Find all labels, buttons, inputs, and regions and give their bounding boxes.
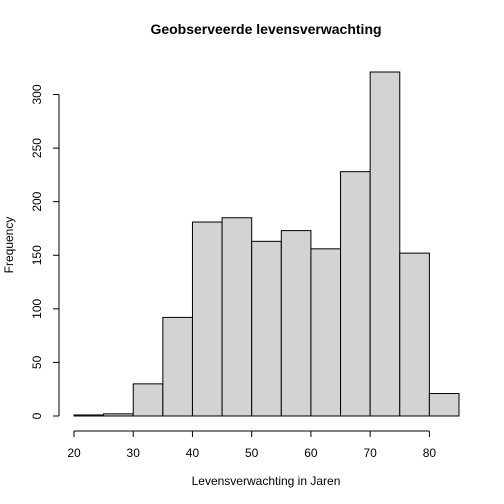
- x-tick-label: 20: [67, 446, 81, 460]
- y-tick-label: 200: [30, 191, 44, 211]
- histogram-bar: [399, 252, 430, 417]
- histogram-bar: [73, 414, 105, 417]
- y-axis-label: Frequency: [2, 217, 16, 274]
- x-tick-label: 50: [245, 446, 259, 460]
- chart-title: Geobserveerde levensverwachting: [150, 21, 381, 37]
- y-tick-label: 0: [30, 412, 44, 419]
- histogram-bar: [103, 413, 134, 417]
- histogram-bar: [251, 240, 282, 417]
- y-tick-label: 100: [30, 299, 44, 319]
- histogram-bar: [428, 392, 460, 417]
- x-tick-label: 60: [304, 446, 318, 460]
- y-axis: 0 50 100 150 200 250 300: [30, 84, 60, 419]
- histogram-bar: [191, 221, 223, 417]
- x-axis: 20 30 40 50 60 70 80: [67, 430, 437, 460]
- x-tick-label: 30: [127, 446, 141, 460]
- histogram-bar: [310, 248, 342, 417]
- y-tick-label: 300: [30, 84, 44, 104]
- histogram-bar: [132, 383, 164, 417]
- y-tick-label: 250: [30, 138, 44, 158]
- histogram-bar: [162, 316, 193, 417]
- x-tick-label: 70: [363, 446, 377, 460]
- x-axis-label: Levensverwachting in Jaren: [192, 474, 341, 488]
- histogram-bar: [369, 71, 401, 417]
- x-tick-label: 80: [423, 446, 437, 460]
- histogram-bar: [221, 217, 253, 417]
- y-tick-label: 150: [30, 245, 44, 265]
- x-tick-label: 40: [186, 446, 200, 460]
- histogram-bars: [73, 71, 460, 417]
- histogram-bar: [280, 230, 312, 417]
- histogram-bar: [340, 171, 371, 417]
- y-tick-label: 50: [30, 355, 44, 369]
